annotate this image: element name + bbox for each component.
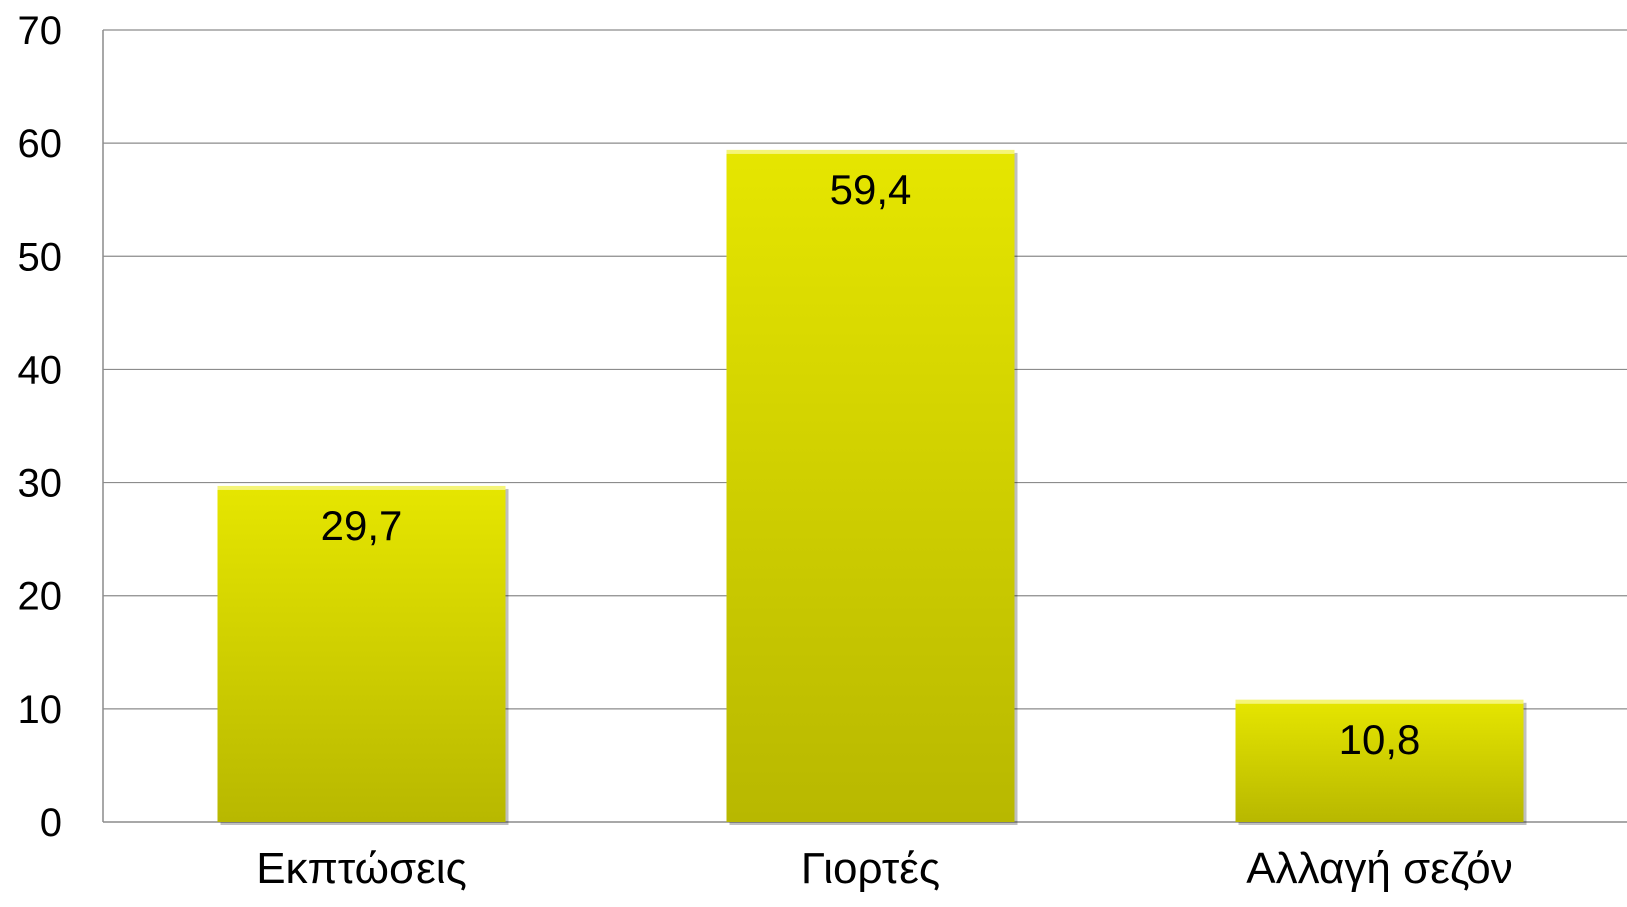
x-category-label: Αλλαγή σεζόν — [1246, 844, 1513, 893]
y-tick-label: 10 — [18, 688, 63, 732]
x-category-label: Γιορτές — [801, 844, 940, 893]
y-tick-label: 20 — [18, 575, 63, 619]
data-label: 29,7 — [321, 502, 403, 549]
bar-highlight — [217, 485, 506, 490]
y-tick-label: 70 — [18, 9, 63, 53]
x-category-label: Εκπτώσεις — [256, 844, 467, 893]
y-tick-label: 50 — [18, 235, 63, 279]
y-tick-label: 40 — [18, 348, 63, 392]
y-tick-label: 0 — [40, 801, 62, 845]
y-tick-label: 30 — [18, 462, 63, 506]
bar — [726, 149, 1015, 823]
bars — [217, 149, 1527, 826]
bar — [217, 485, 506, 822]
y-tick-label: 60 — [18, 122, 63, 166]
bar — [1235, 699, 1524, 822]
data-label: 10,8 — [1339, 716, 1421, 763]
bar-highlight — [1235, 699, 1524, 704]
labels: 0 10 20 30 40 50 60 70 29,7 Εκπτώσεις 59,4 Γιορτές 1… — [18, 9, 1513, 893]
bar-highlight — [726, 149, 1015, 154]
data-label: 59,4 — [830, 166, 912, 213]
